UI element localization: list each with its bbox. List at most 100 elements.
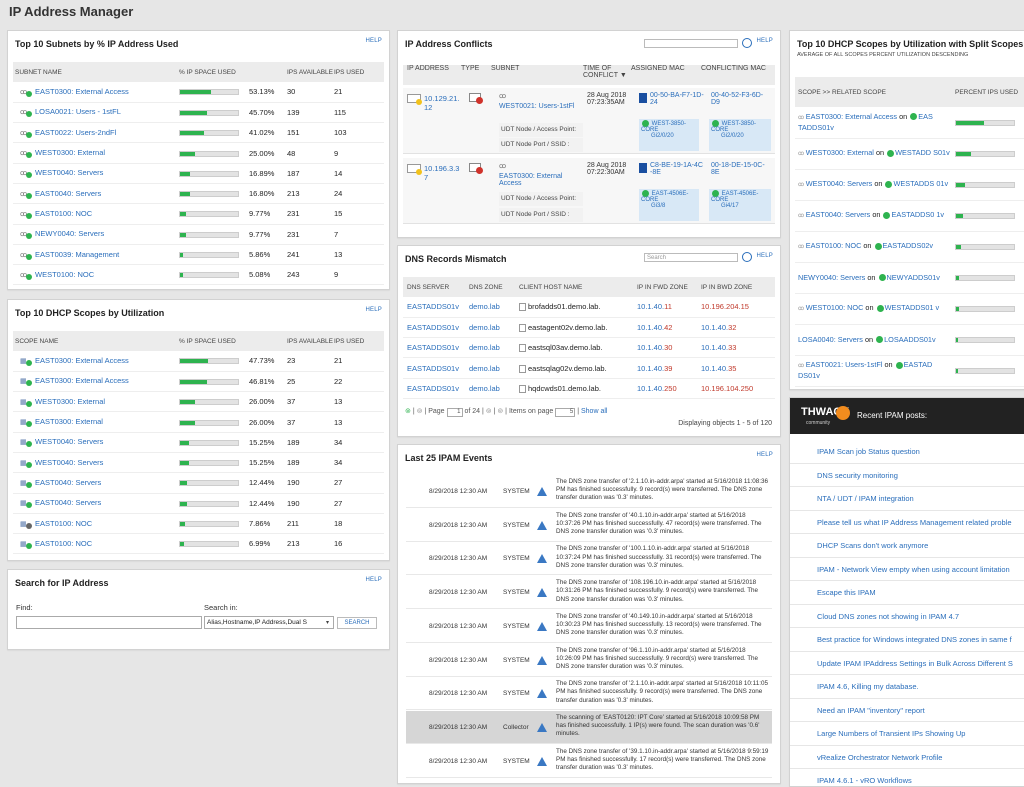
conflicting-node-link[interactable]: EAST-4506E-CORE (711, 191, 759, 204)
conflicting-node-link[interactable]: WEST-3850-CORE (711, 121, 757, 134)
help-link[interactable]: HELP (365, 38, 382, 44)
col-header[interactable]: DNS SERVER (403, 277, 469, 297)
related-scope-link[interactable]: NEWYADDS01v (886, 272, 940, 282)
related-scope-link[interactable]: WESTADDS 01v (893, 179, 949, 188)
col-header[interactable]: CLIENT HOST NAME (519, 277, 637, 297)
col-header[interactable]: SCOPE NAME (13, 331, 179, 351)
assigned-mac-link[interactable]: 00-50-BA-F7-1D-24 (650, 92, 704, 106)
row-name-link[interactable]: EAST0040: Servers (35, 498, 102, 508)
col-header[interactable]: % IP SPACE USED (179, 62, 287, 82)
expand-icon[interactable]: ꝏ (798, 213, 806, 219)
row-name-link[interactable]: EAST0300: External (35, 417, 103, 427)
conflict-ip-link[interactable]: 10.196.3.37 (424, 164, 460, 182)
thwack-post-link[interactable]: Cloud DNS zones not showing in IPAM 4.7 (790, 605, 1024, 628)
row-name-link[interactable]: LOSA0021: Users - 1stFL (35, 107, 121, 117)
row-name-link[interactable]: WEST0100: NOC (35, 269, 95, 279)
dns-server-link[interactable]: EASTADDS01v (403, 297, 469, 318)
dns-zone-link[interactable]: demo.lab (469, 337, 519, 359)
related-scope-link[interactable]: WESTADDS01 v (884, 303, 940, 312)
help-link[interactable]: HELP (756, 452, 773, 458)
row-name-link[interactable]: EAST0100: NOC (35, 518, 93, 528)
search-in-select[interactable]: Alias,Hostname,IP Address,Dual S (204, 616, 334, 629)
scope-link[interactable]: LOSA0040: Servers (798, 334, 863, 344)
row-name-link[interactable]: WEST0300: External (35, 148, 106, 158)
thwack-post-link[interactable]: DNS security monitoring (790, 464, 1024, 487)
dns-zone-link[interactable]: demo.lab (469, 297, 519, 318)
dns-server-link[interactable]: EASTADDS01v (403, 337, 469, 359)
row-name-link[interactable]: NEWY0040: Servers (35, 229, 105, 239)
row-name-link[interactable]: EAST0040: Servers (35, 477, 102, 487)
thwack-post-link[interactable]: Escape this IPAM (790, 581, 1024, 605)
dns-zone-link[interactable]: demo.lab (469, 357, 519, 379)
col-header[interactable]: IP IN FWD ZONE (637, 277, 701, 297)
scope-link[interactable]: EAST0040: Servers (805, 210, 871, 219)
col-header[interactable]: DNS ZONE (469, 277, 519, 297)
conflict-ip-link[interactable]: 10.129.21.12 (424, 94, 460, 112)
search-icon[interactable] (742, 38, 752, 48)
assigned-node-link[interactable]: WEST-3850-CORE (641, 121, 687, 134)
related-scope-link[interactable]: EASTADDS0 1v (891, 210, 945, 219)
help-link[interactable]: HELP (756, 253, 773, 259)
dns-zone-link[interactable]: demo.lab (469, 378, 519, 399)
expand-icon[interactable]: ꝏ (798, 182, 806, 188)
help-link[interactable]: HELP (756, 38, 773, 44)
thwack-post-link[interactable]: Large Numbers of Transient IPs Showing U… (790, 722, 1024, 746)
row-name-link[interactable]: WEST0040: Servers (35, 437, 104, 447)
thwack-post-link[interactable]: IPAM - Network View empty when using acc… (790, 558, 1024, 581)
dns-server-link[interactable]: EASTADDS01v (403, 378, 469, 399)
row-name-link[interactable]: EAST0039: Management (35, 249, 120, 259)
page-input[interactable]: 1 (446, 408, 463, 417)
find-input[interactable] (16, 616, 202, 629)
expand-icon[interactable]: ꝏ (798, 114, 806, 121)
row-name-link[interactable]: EAST0300: External Access (35, 355, 129, 365)
col-header[interactable]: IPS AVAILABLE (287, 62, 334, 82)
related-scope-link[interactable]: EAS TADDS01v (798, 111, 933, 132)
col-header[interactable]: TIME OF CONFLICT ▼ (583, 65, 631, 85)
conflict-subnet-link[interactable]: WEST0021: Users-1stFl (499, 103, 575, 110)
show-all-link[interactable]: Show all (580, 408, 608, 415)
thwack-post-link[interactable]: Need an IPAM "inventory" report (790, 699, 1024, 722)
row-name-link[interactable]: EAST0040: Servers (35, 188, 102, 198)
thwack-post-link[interactable]: Please tell us what IP Address Managemen… (790, 511, 1024, 534)
conflicting-mac-link[interactable]: 00-18-DE-15-0C-8E (711, 162, 765, 176)
scope-link[interactable]: NEWY0040: Servers (798, 272, 866, 282)
row-name-link[interactable]: EAST0100: NOC (35, 208, 93, 218)
col-header[interactable]: SUBNET (491, 65, 583, 85)
col-header[interactable]: SCOPE >> RELATED SCOPE (795, 77, 955, 107)
col-header[interactable]: IPS USED (334, 62, 384, 82)
related-scope-link[interactable]: WESTADD S01v (895, 148, 950, 157)
thwack-post-link[interactable]: IPAM Scan job Status question (790, 440, 1024, 464)
col-header[interactable]: ASSIGNED MAC (631, 65, 701, 85)
col-header[interactable]: % IP SPACE USED (179, 331, 287, 351)
col-header[interactable]: CONFLICTING MAC (701, 65, 775, 85)
next-page-icon[interactable]: ⊚ (485, 408, 492, 415)
items-input[interactable]: 5 (555, 408, 576, 417)
dns-zone-link[interactable]: demo.lab (469, 317, 519, 339)
related-scope-link[interactable]: LOSAADDS01v (884, 334, 936, 344)
expand-icon[interactable]: ꝏ (798, 363, 806, 369)
scope-link[interactable]: EAST0300: External Access (805, 111, 898, 121)
help-link[interactable]: HELP (365, 307, 382, 313)
prev-page-icon[interactable]: ⊚ (416, 408, 423, 415)
thwack-post-link[interactable]: DHCP Scans don't work anymore (790, 534, 1024, 558)
thwack-post-link[interactable]: Update IPAM IPAddress Settings in Bulk A… (790, 652, 1024, 675)
expand-icon[interactable]: ꝏ (798, 244, 806, 250)
conflict-subnet-link[interactable]: EAST0300: External Access (499, 173, 563, 187)
thwack-post-link[interactable]: IPAM 4.6.1 - vRO Workflows (790, 769, 1024, 786)
related-scope-link[interactable]: EASTAD DS01v (798, 360, 933, 380)
row-name-link[interactable]: EAST0022: Users-2ndFl (35, 127, 117, 137)
scope-link[interactable]: WEST0100: NOC (805, 303, 864, 312)
row-name-link[interactable]: WEST0300: External (35, 396, 106, 406)
thwack-post-link[interactable]: IPAM 4.6, Killing my database. (790, 675, 1024, 699)
col-header[interactable]: IPS AVAILABLE (287, 331, 334, 351)
first-page-icon[interactable]: ⊚ (405, 408, 411, 415)
assigned-mac-link[interactable]: C8-BE-19-1A-4C-8E (650, 162, 703, 176)
expand-icon[interactable]: ꝏ (798, 151, 806, 157)
col-header[interactable]: IPS USED (334, 331, 384, 351)
dns-search-input[interactable]: Search (644, 253, 738, 262)
conflicts-search-input[interactable] (644, 39, 738, 48)
row-name-link[interactable]: EAST0300: External Access (35, 376, 129, 386)
col-header[interactable]: PERCENT IPS USED (955, 77, 1024, 107)
col-header[interactable]: TYPE (461, 65, 491, 85)
help-link[interactable]: HELP (365, 577, 382, 583)
